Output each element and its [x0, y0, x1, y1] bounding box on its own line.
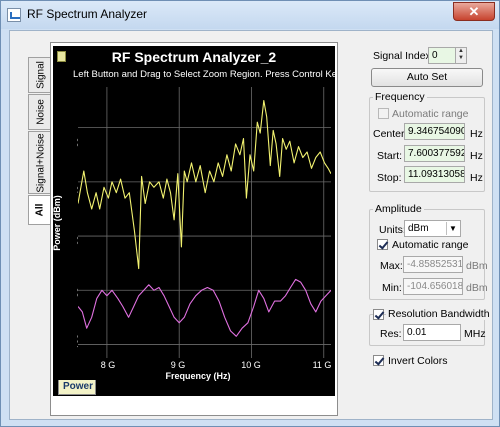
- spinner-up-icon[interactable]: ▲: [458, 48, 464, 54]
- x-tick-label: 10 G: [241, 360, 261, 370]
- center-unit: Hz: [470, 128, 483, 140]
- x-tick-label: 9 G: [170, 360, 186, 370]
- series-line-2: [78, 278, 331, 337]
- center-input[interactable]: 9.3467540900: [404, 123, 465, 140]
- tab-signal[interactable]: Signal: [28, 57, 53, 93]
- start-unit: Hz: [470, 150, 483, 162]
- min-label: Min:: [382, 282, 402, 294]
- app-icon: [7, 8, 21, 22]
- units-select[interactable]: dBm ▼: [404, 220, 461, 237]
- plot-area[interactable]: [78, 87, 331, 358]
- max-input[interactable]: -4.858525314: [403, 256, 463, 273]
- frequency-group: [369, 97, 485, 192]
- units-select-value: dBm: [408, 223, 429, 234]
- x-tick-label: 11 G: [312, 360, 332, 370]
- center-label: Center:: [373, 128, 408, 140]
- amplitude-group-title: Amplitude: [373, 203, 424, 215]
- start-input[interactable]: 7.6003775921: [404, 145, 465, 162]
- signal-index-label: Signal Index:: [373, 50, 434, 62]
- close-button[interactable]: ✕: [453, 2, 495, 21]
- res-label: Res:: [380, 328, 402, 340]
- tab-noise[interactable]: Noise: [28, 94, 53, 130]
- tab-power[interactable]: Power: [58, 380, 96, 395]
- resolution-bandwidth-checkbox[interactable]: [373, 309, 384, 320]
- max-unit: dBm: [466, 260, 488, 272]
- signal-index-input[interactable]: 0: [428, 47, 456, 64]
- res-unit: MHz: [464, 328, 486, 340]
- amplitude-group: [369, 209, 485, 300]
- tab-all[interactable]: All: [28, 195, 52, 225]
- plot-background: [78, 87, 331, 358]
- stop-label: Stop:: [377, 172, 402, 184]
- plot-instructions: Left Button and Drag to Select Zoom Regi…: [73, 69, 335, 80]
- signal-index-spinner[interactable]: ▲ ▼: [455, 47, 467, 64]
- invert-colors-label: Invert Colors: [388, 355, 448, 367]
- title-bar[interactable]: RF Spectrum Analyzer ✕: [1, 1, 499, 29]
- invert-colors-checkbox[interactable]: [373, 355, 384, 366]
- tab-signal-noise-label: Signal+Noise: [35, 132, 46, 193]
- spinner-down-icon[interactable]: ▼: [458, 55, 464, 61]
- auto-set-button[interactable]: Auto Set: [371, 68, 483, 87]
- x-tick-label: 8 G: [100, 360, 116, 370]
- res-input[interactable]: 0.01: [403, 324, 461, 341]
- plot-menu-icon[interactable]: [57, 51, 66, 62]
- amplitude-automatic-range-label: Automatic range: [392, 239, 469, 251]
- min-unit: dBm: [466, 282, 488, 294]
- start-label: Start:: [377, 150, 403, 162]
- frequency-automatic-range-checkbox[interactable]: [378, 108, 389, 119]
- amplitude-automatic-range-checkbox[interactable]: [377, 239, 388, 250]
- y-axis-label: Power (dBm): [52, 195, 62, 251]
- frequency-automatic-range-label: Automatic range: [392, 108, 469, 120]
- min-input[interactable]: -104.6560186: [403, 278, 463, 295]
- stop-unit: Hz: [470, 172, 483, 184]
- window-title: RF Spectrum Analyzer: [27, 7, 148, 21]
- stop-input[interactable]: 11.093130587: [404, 166, 465, 183]
- tab-signal-label: Signal: [35, 61, 46, 89]
- series-line-1: [78, 100, 331, 270]
- tab-noise-label: Noise: [35, 99, 46, 125]
- units-label: Units:: [379, 224, 406, 236]
- plot-title: RF Spectrum Analyzer_2: [111, 49, 277, 65]
- resolution-bandwidth-label: Resolution Bandwidth: [386, 308, 492, 320]
- chevron-down-icon[interactable]: ▼: [446, 222, 459, 235]
- max-label: Max:: [380, 260, 403, 272]
- x-axis-label: Frequency (Hz): [165, 371, 231, 381]
- tab-all-label: All: [34, 203, 46, 217]
- frequency-group-title: Frequency: [373, 91, 427, 103]
